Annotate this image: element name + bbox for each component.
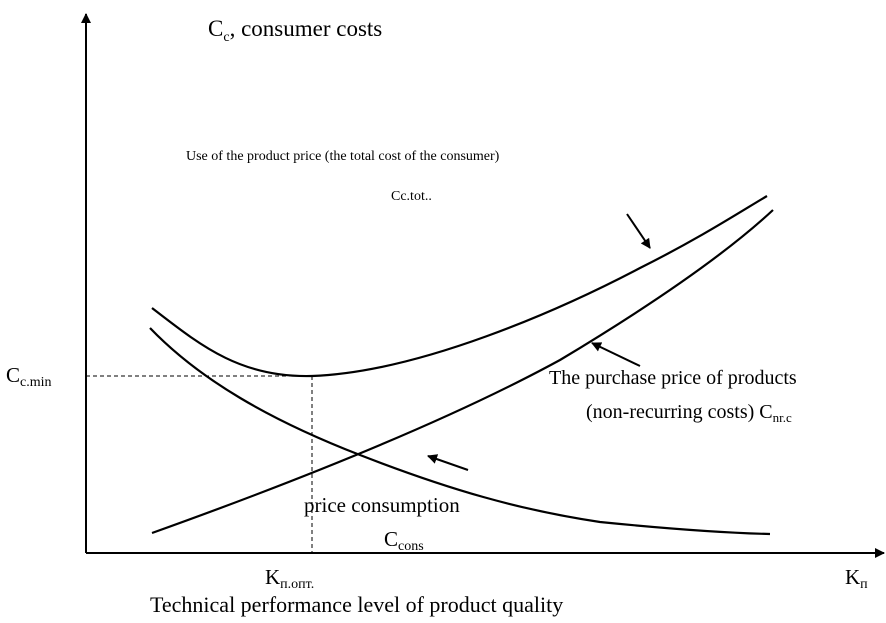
arrow-purchase	[591, 342, 641, 367]
arrow-consumption	[427, 454, 469, 471]
arrow-total	[626, 213, 651, 249]
purchase-curve	[151, 209, 774, 535]
x-axis-symbol: Kп	[845, 565, 868, 592]
purchase-label: The purchase price of products	[549, 367, 797, 389]
total-cost-label: Use of the product price (the total cost…	[186, 149, 500, 164]
purchase-label-2: (non-recurring costs) Cnr.c	[586, 401, 792, 425]
x-axis-label: Technical performance level of product q…	[150, 592, 563, 617]
total-curve	[151, 195, 768, 378]
optimum-label: Kп.опт.	[265, 565, 314, 592]
y-axis-label: Cc, consumer costs	[208, 16, 382, 45]
consumption-label: price consumption	[304, 493, 460, 517]
min-cost-label: Cc.min	[6, 363, 52, 390]
consumption-curve	[149, 327, 771, 536]
consumption-symbol: Ccons	[384, 527, 424, 554]
total-cost-symbol: Cc.tot..	[391, 189, 432, 204]
